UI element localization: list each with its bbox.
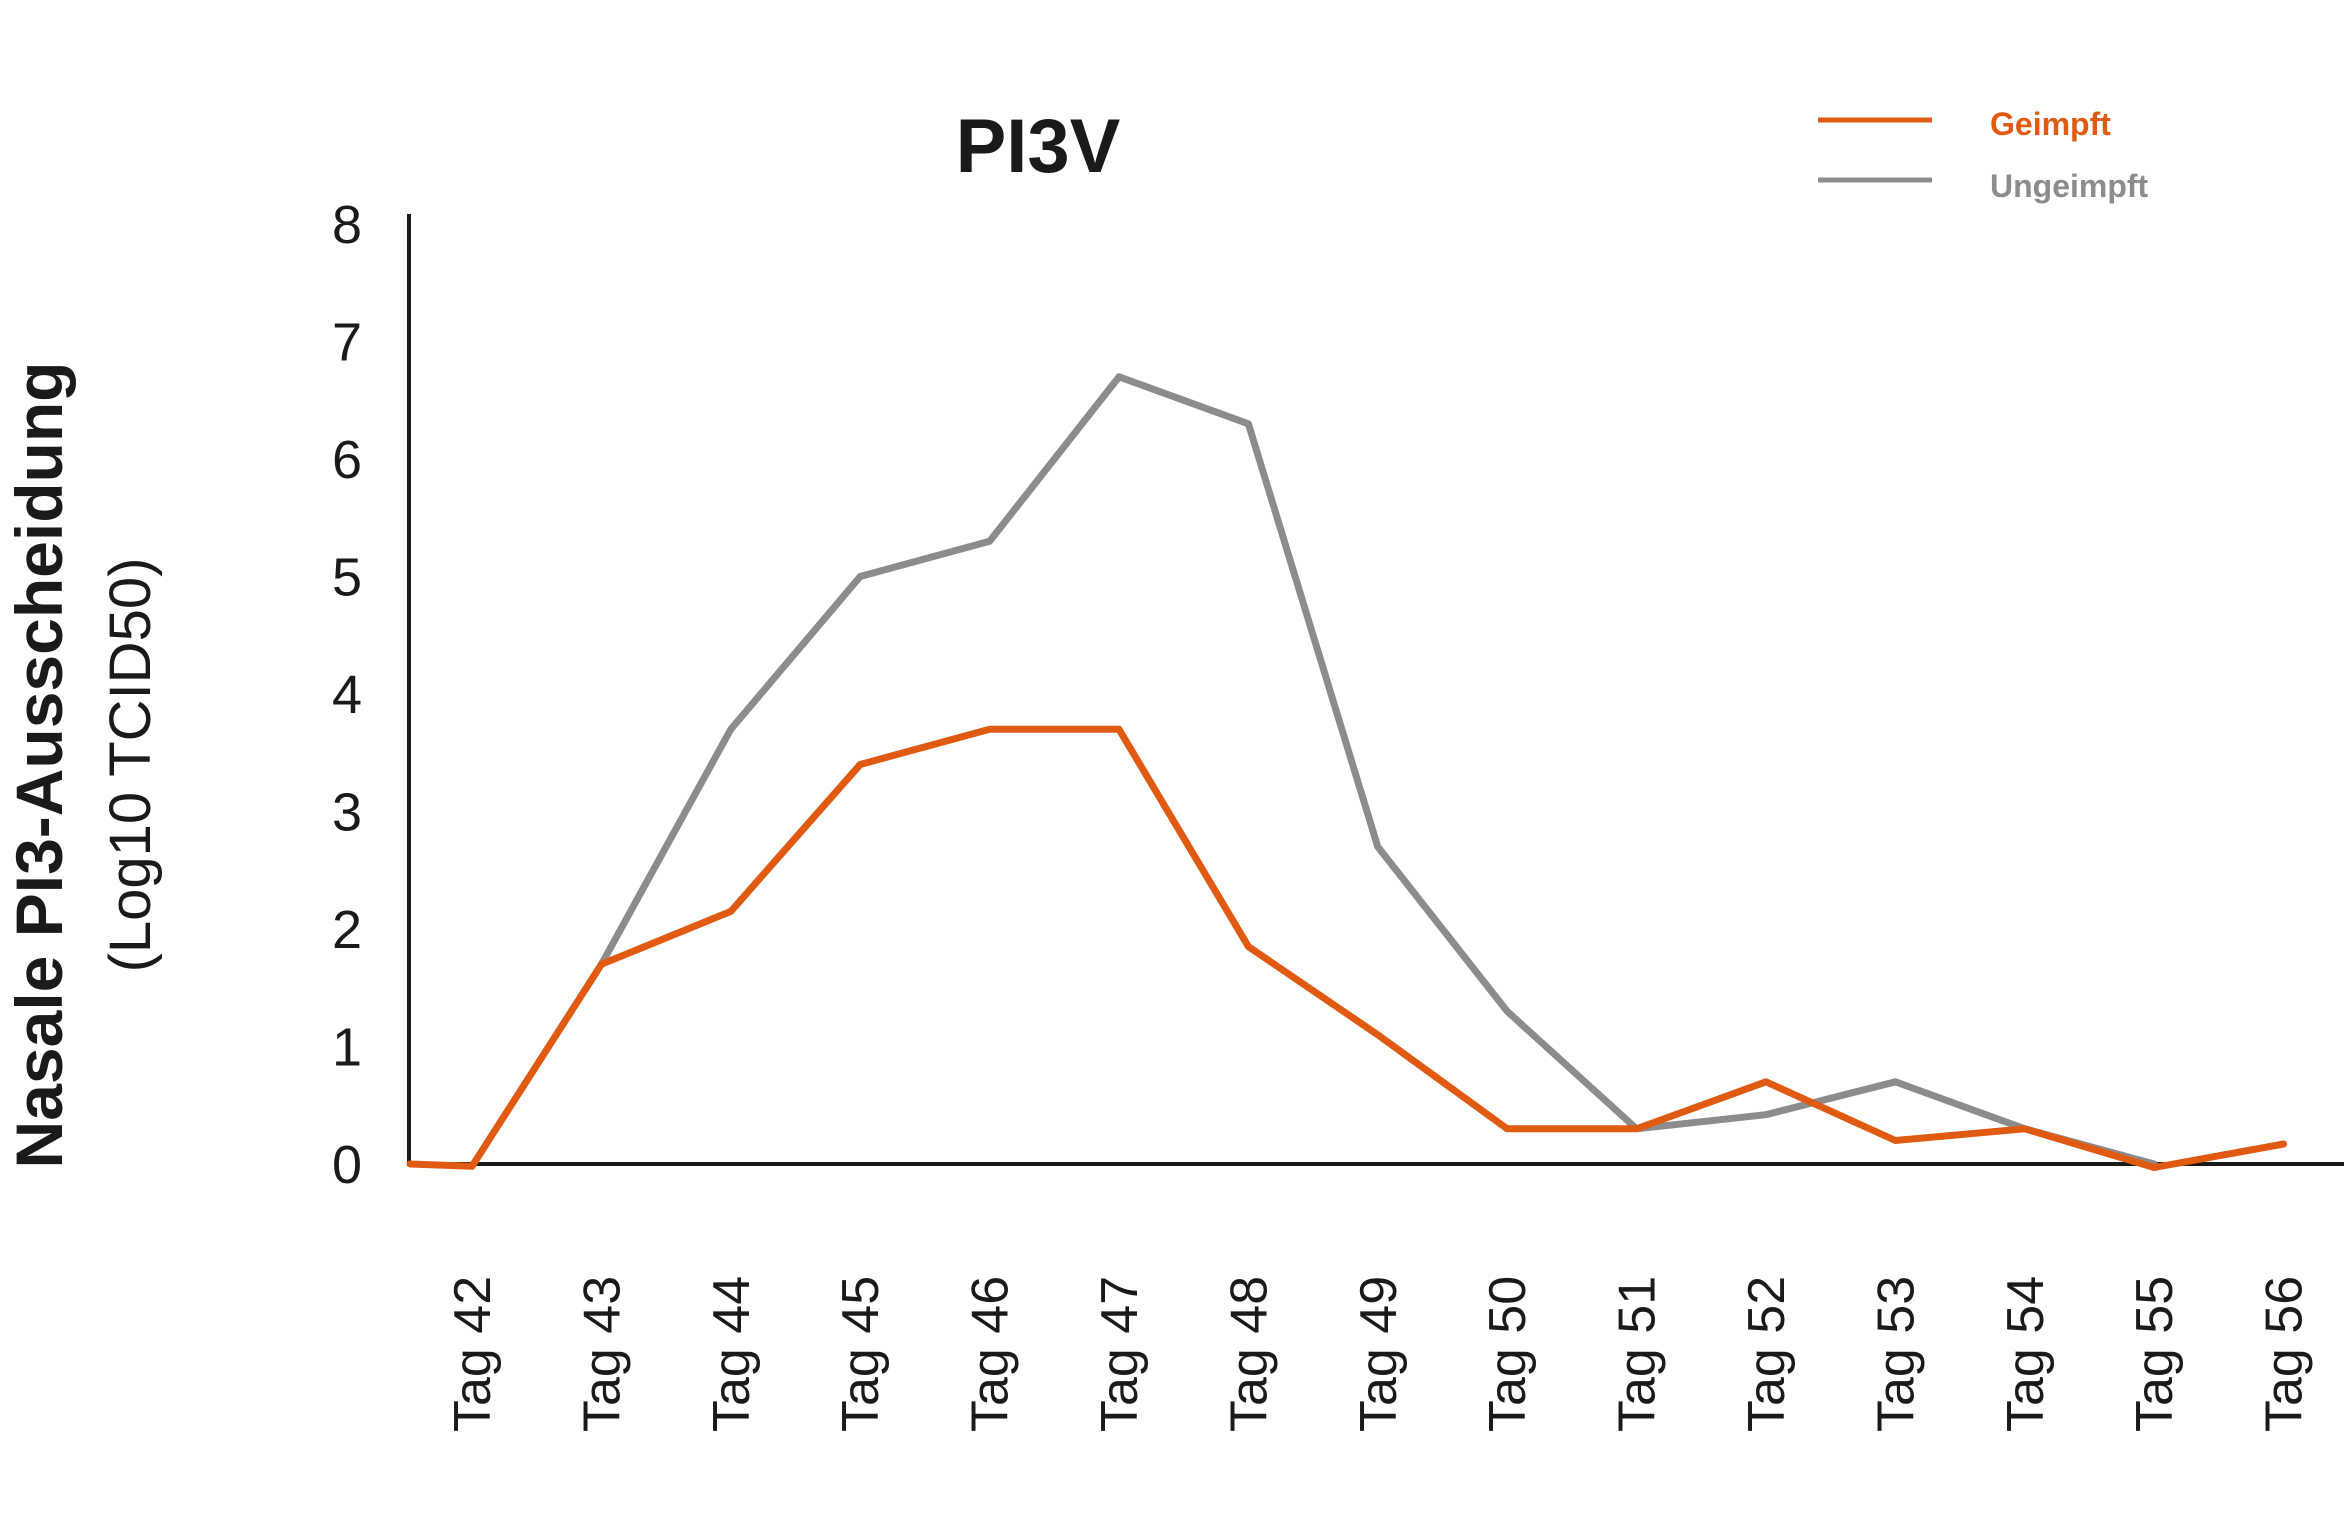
y-tick-label: 7 bbox=[332, 313, 362, 373]
chart-title: PI3V bbox=[956, 104, 1121, 189]
x-tick-labels: Tag 42 Tag 43 Tag 44 Tag 45 Tag 46 Tag 47 Tag … bbox=[444, 1276, 2314, 1432]
series-line-geimpft bbox=[406, 725, 2288, 1171]
y-tick-labels: 0 1 2 3 4 5 6 7 8 bbox=[332, 195, 362, 1195]
series-layer bbox=[406, 373, 2288, 1171]
x-tick-label: Tag 51 bbox=[1609, 1276, 1667, 1432]
y-tick-label: 0 bbox=[332, 1135, 362, 1195]
x-tick-label: Tag 43 bbox=[573, 1276, 631, 1432]
x-tick-label: Tag 48 bbox=[1220, 1276, 1278, 1432]
y-axis-label-sub: (Log10 TCID50) bbox=[98, 558, 163, 973]
y-tick-label: 8 bbox=[332, 195, 362, 255]
legend-label-geimpft: Geimpft bbox=[1990, 106, 2111, 142]
x-tick-label: Tag 54 bbox=[1997, 1276, 2055, 1432]
y-tick-label: 2 bbox=[332, 900, 362, 960]
x-tick-label: Tag 55 bbox=[2126, 1276, 2184, 1432]
y-tick-label: 6 bbox=[332, 430, 362, 490]
x-tick-label: Tag 45 bbox=[832, 1276, 890, 1432]
y-tick-label: 1 bbox=[332, 1018, 362, 1078]
x-tick-label: Tag 47 bbox=[1091, 1276, 1149, 1432]
x-tick-label: Tag 50 bbox=[1479, 1276, 1537, 1432]
x-tick-label: Tag 53 bbox=[1867, 1276, 1925, 1432]
legend: Geimpft Ungeimpft bbox=[1818, 106, 2149, 204]
y-tick-label: 5 bbox=[332, 548, 362, 608]
x-tick-label: Tag 56 bbox=[2256, 1276, 2314, 1432]
x-tick-label: Tag 42 bbox=[444, 1276, 502, 1432]
x-tick-label: Tag 52 bbox=[1738, 1276, 1796, 1432]
y-axis-label-main: Nasale PI3-Ausscheidung bbox=[2, 362, 76, 1169]
x-tick-label: Tag 49 bbox=[1350, 1276, 1408, 1432]
legend-label-ungeimpft: Ungeimpft bbox=[1990, 168, 2149, 204]
x-tick-label: Tag 44 bbox=[703, 1276, 761, 1432]
series-line-ungeimpft bbox=[597, 373, 2158, 1168]
y-tick-label: 4 bbox=[332, 665, 362, 725]
y-tick-label: 3 bbox=[332, 783, 362, 843]
x-tick-label: Tag 46 bbox=[962, 1276, 1020, 1432]
y-axis-label: Nasale PI3-Ausscheidung (Log10 TCID50) bbox=[2, 362, 163, 1169]
